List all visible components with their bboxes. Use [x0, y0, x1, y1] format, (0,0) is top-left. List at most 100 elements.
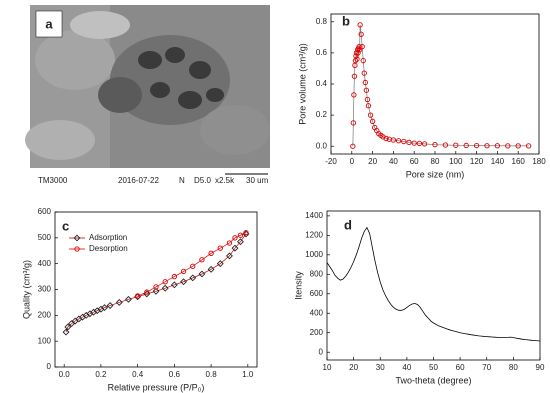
x-axis-title: Relative pressure (P/P₀) [108, 382, 205, 392]
y-tick-label: 0.0 [316, 141, 328, 150]
marker [359, 44, 365, 50]
marker [395, 138, 402, 144]
legend-marker [74, 246, 80, 252]
x-tick-label: 160 [512, 157, 526, 166]
x-tick-label: 0.2 [95, 370, 107, 379]
x-tick-label: 90 [536, 363, 545, 372]
x-tick-label: 40 [402, 363, 411, 372]
marker [198, 270, 206, 278]
chart: 10 20 30 40 50 60 70 80 90 0 200 400 600 800 1000 1200 1… [293, 210, 545, 385]
marker [525, 143, 532, 149]
x-tick-label: 0.4 [132, 370, 144, 379]
marker [383, 135, 389, 142]
marker [494, 143, 501, 149]
y-tick-label: 600 [310, 289, 324, 298]
x-tick-label: 20 [349, 363, 358, 372]
marker [363, 87, 370, 93]
x-tick-label: 0.6 [169, 370, 181, 379]
y-tick-label: 0.4 [316, 79, 328, 88]
footer-text: x2.5k [215, 176, 235, 185]
y-tick-label: 300 [38, 285, 52, 294]
x-tick-label: 10 [323, 363, 332, 372]
marker [350, 143, 356, 149]
footer-text: 2016-07-22 [118, 176, 159, 185]
marker [473, 142, 480, 149]
marker [358, 31, 364, 37]
marker [237, 238, 244, 246]
marker [432, 142, 438, 148]
marker [134, 293, 141, 299]
marker [406, 139, 412, 145]
y-tick-label: 800 [310, 269, 324, 278]
marker [364, 96, 371, 103]
marker [453, 142, 459, 148]
y-axis-title: Pore volume (cm³/g) [297, 43, 307, 125]
marker [401, 138, 407, 145]
x-tick-label: -20 [325, 157, 337, 166]
marker [189, 274, 197, 282]
legend-label: Adsorption [89, 233, 127, 242]
series-line [137, 232, 247, 297]
sem-image: a [25, 5, 270, 175]
x-tick-label: 80 [431, 157, 440, 166]
marker [180, 268, 187, 275]
marker [380, 134, 386, 140]
x-axis-title: Pore size (nm) [406, 169, 465, 179]
marker [367, 112, 374, 118]
y-tick-label: 400 [38, 259, 52, 268]
x-tick-label: 40 [389, 157, 398, 166]
marker [207, 265, 215, 273]
marker [360, 58, 366, 64]
marker [152, 287, 160, 295]
footer-text: D5.0 [194, 176, 211, 185]
marker [106, 302, 114, 309]
legend-marker [73, 234, 81, 242]
marker [357, 22, 363, 28]
marker [442, 142, 449, 148]
footer-text: N [179, 176, 185, 185]
marker [115, 298, 123, 306]
x-tick-label: 80 [509, 363, 518, 372]
plot-frame [330, 13, 540, 155]
y-tick-label: 200 [310, 328, 324, 337]
x-tick-label: 1.0 [242, 370, 254, 379]
marker [243, 230, 249, 236]
panel-letter: a [45, 16, 53, 31]
x-tick-label: 30 [376, 363, 385, 372]
marker [144, 289, 150, 295]
marker [351, 73, 358, 79]
marker [101, 304, 109, 312]
marker [62, 328, 70, 336]
sem-footer: TM3000 2016-07-22 N D5.0 x2.5k 30 um [38, 176, 269, 185]
marker [208, 250, 214, 256]
marker [421, 141, 428, 147]
marker [161, 284, 169, 292]
marker [365, 103, 372, 109]
y-tick-label: 200 [38, 310, 52, 319]
series-line [65, 233, 247, 333]
marker [226, 240, 233, 246]
marker [411, 140, 417, 146]
panel-letter: d [344, 217, 352, 232]
x-tick-label: 60 [456, 363, 465, 372]
marker [171, 273, 178, 280]
chart: 0.0 0.2 0.4 0.6 0.8 1.0 0 100 200 300 400 500 600 Rel… [21, 207, 258, 392]
marker [153, 284, 159, 290]
y-tick-label: 100 [38, 336, 52, 345]
marker [232, 235, 238, 241]
marker [162, 279, 168, 285]
marker [356, 44, 362, 50]
marker [350, 120, 357, 126]
y-tick-label: 0 [319, 347, 324, 356]
x-tick-label: 120 [470, 157, 484, 166]
y-tick-label: 0.2 [316, 110, 328, 119]
x-tick-label: 0 [350, 157, 355, 166]
panel-letter: c [62, 218, 69, 233]
marker [170, 281, 178, 289]
marker [237, 232, 244, 238]
marker [199, 257, 205, 263]
y-tick-label: 1000 [305, 250, 323, 259]
marker [190, 263, 196, 269]
x-tick-label: 140 [491, 157, 505, 166]
